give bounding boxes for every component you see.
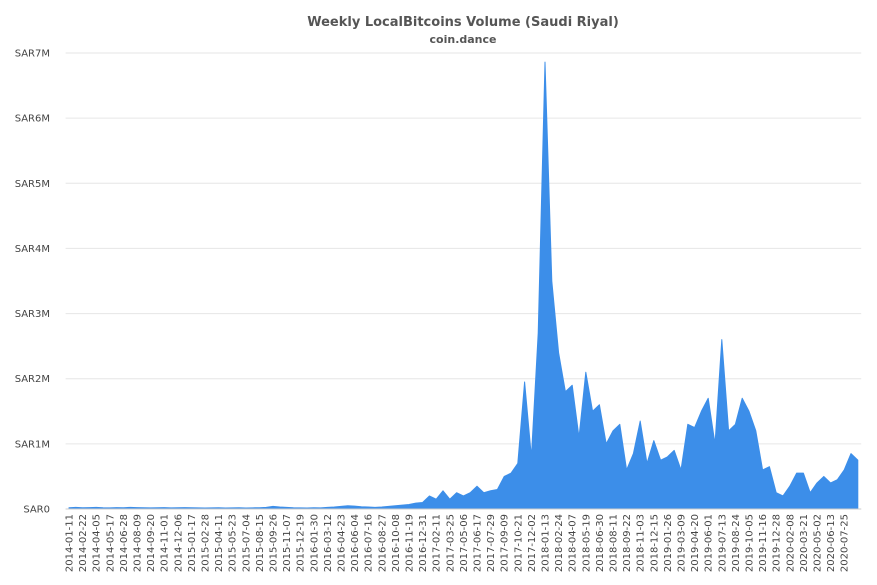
x-tick-label: 2018-04-07: [568, 514, 579, 572]
x-tick-label: 2016-12-31: [418, 514, 429, 572]
x-tick-label: 2015-04-11: [214, 514, 225, 572]
x-tick-label: 2020-03-21: [799, 514, 810, 572]
x-tick-label: 2018-08-11: [609, 514, 620, 572]
x-tick-label: 2014-05-17: [105, 514, 116, 572]
x-tick-label: 2018-06-30: [595, 514, 606, 572]
x-tick-label: 2019-04-20: [690, 514, 701, 572]
x-tick-label: 2018-12-15: [649, 514, 660, 572]
x-tick-label: 2015-01-17: [187, 514, 198, 572]
x-tick-label: 2017-06-17: [473, 514, 484, 572]
x-tick-label: 2017-12-02: [527, 514, 538, 572]
area: [68, 61, 859, 510]
x-tick-label: 2019-06-01: [704, 514, 715, 572]
x-tick-label: 2019-07-13: [717, 514, 728, 572]
x-tick-label: 2017-03-25: [445, 514, 456, 572]
x-tick-label: 2017-07-29: [486, 514, 497, 572]
x-tick-label: 2018-05-19: [581, 514, 592, 572]
y-tick-label: SAR4M: [15, 244, 50, 255]
x-tick-label: 2019-11-16: [758, 514, 769, 572]
x-tick-label: 2014-06-28: [119, 514, 130, 572]
x-tick-label: 2019-12-28: [772, 514, 783, 572]
x-tick-label: 2019-01-26: [663, 514, 674, 572]
x-tick-label: 2014-04-05: [92, 514, 103, 572]
x-tick-label: 2015-05-23: [228, 514, 239, 572]
x-tick-label: 2014-01-11: [65, 514, 76, 572]
x-tick-label: 2020-06-13: [826, 514, 837, 572]
y-tick-label: SAR5M: [15, 179, 50, 190]
x-tick-label: 2016-08-27: [377, 514, 388, 572]
chart-title: Weekly LocalBitcoins Volume (Saudi Riyal…: [307, 15, 619, 30]
x-tick-label: 2016-04-23: [337, 514, 348, 572]
x-tick-label: 2016-11-19: [405, 514, 416, 572]
x-tick-label: 2020-05-02: [813, 514, 824, 572]
x-tick-label: 2017-10-21: [513, 514, 524, 572]
x-tick-label: 2015-11-07: [282, 514, 293, 572]
x-tick-label: 2016-07-16: [364, 514, 375, 572]
chart-subtitle: coin.dance: [430, 33, 497, 46]
x-tick-label: 2018-09-22: [622, 514, 633, 572]
x-tick-label: 2014-09-20: [146, 514, 157, 572]
y-tick-label: SAR1M: [15, 439, 50, 450]
y-tick-label: SAR2M: [15, 374, 50, 385]
y-tick-label: SAR0: [23, 505, 50, 516]
x-tick-label: 2015-08-15: [255, 514, 266, 572]
x-tick-label: 2015-12-19: [296, 514, 307, 572]
x-tick-label: 2016-10-08: [391, 514, 402, 572]
y-tick-label: SAR3M: [15, 309, 50, 320]
x-tick-label: 2014-12-06: [173, 514, 184, 572]
x-tick-label: 2020-07-25: [840, 514, 851, 572]
x-tick-label: 2017-09-09: [500, 514, 511, 572]
x-tick-label: 2018-01-13: [541, 514, 552, 572]
x-tick-label: 2015-07-04: [241, 514, 252, 572]
x-tick-label: 2019-03-09: [677, 514, 688, 572]
x-tick-label: 2017-02-11: [432, 514, 443, 572]
x-tick-label: 2018-11-03: [636, 514, 647, 572]
x-tick-label: 2014-02-22: [78, 514, 89, 572]
x-tick-label: 2014-08-09: [133, 514, 144, 572]
x-tick-label: 2017-05-06: [459, 514, 470, 572]
x-tick-label: 2018-02-24: [554, 514, 565, 572]
y-tick-label: SAR7M: [15, 49, 50, 60]
x-tick-label: 2016-06-04: [350, 514, 361, 572]
x-tick-label: 2020-02-08: [785, 514, 796, 572]
x-tick-label: 2016-03-12: [323, 514, 334, 572]
x-tick-label: 2019-10-05: [745, 514, 756, 572]
x-tick-label: 2019-08-24: [731, 514, 742, 572]
x-tick-label: 2015-02-28: [201, 514, 212, 572]
x-tick-label: 2016-01-30: [309, 514, 320, 572]
x-tick-label: 2015-09-26: [269, 514, 280, 572]
x-tick-label: 2014-11-01: [160, 514, 171, 572]
y-tick-label: SAR6M: [15, 114, 50, 125]
